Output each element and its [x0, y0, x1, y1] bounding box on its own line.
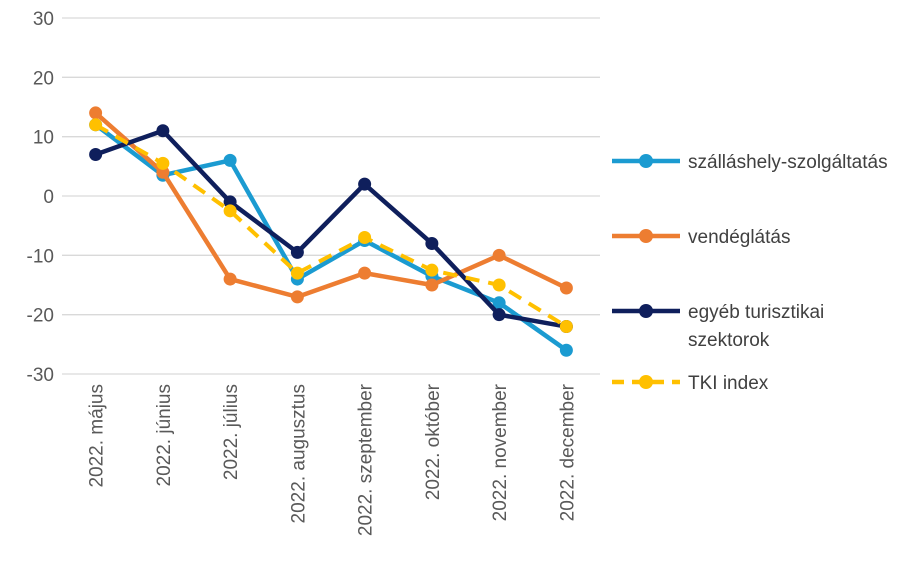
series-tki-index	[89, 118, 573, 334]
data-point	[290, 266, 304, 280]
data-point	[89, 147, 103, 161]
data-point	[492, 296, 506, 310]
legend-label: szektorok	[688, 330, 770, 351]
data-point	[89, 118, 103, 132]
y-tick-label: 0	[43, 187, 54, 208]
data-point	[358, 177, 372, 191]
data-point	[156, 156, 170, 170]
x-tick-label: 2022. június	[154, 384, 175, 486]
data-point	[156, 124, 170, 138]
x-tick-label: 2022. október	[423, 383, 444, 500]
series-line	[94, 128, 567, 329]
x-tick-label: 2022. november	[490, 383, 511, 521]
legend: szálláshely-szolgáltatás vendéglátás egyéb…	[612, 152, 888, 394]
data-point	[223, 204, 237, 218]
x-tick-label: 2022. augusztus	[288, 384, 309, 523]
legend-marker	[639, 154, 653, 168]
x-tick-label: 2022. május	[87, 384, 108, 488]
data-point	[156, 165, 170, 179]
data-point	[492, 308, 506, 322]
data-point	[425, 263, 439, 277]
data-point	[290, 290, 304, 304]
data-point	[492, 278, 506, 292]
legend-label: egyéb turisztikai	[688, 302, 824, 323]
y-tick-label: 20	[33, 68, 54, 89]
x-axis-ticks: 2022. május 2022. június 2022. július 2022.…	[87, 383, 579, 536]
legend-marker	[639, 304, 653, 318]
legend-marker	[639, 229, 653, 243]
series-line	[94, 111, 568, 300]
data-point	[425, 278, 439, 292]
legend-label: vendéglátás	[688, 227, 790, 248]
data-point	[223, 272, 237, 286]
y-tick-label: 10	[33, 128, 54, 149]
legend-item: egyéb turisztikai szektorok	[612, 302, 824, 351]
data-point	[223, 195, 237, 209]
y-tick-label: 30	[33, 9, 54, 30]
data-point	[559, 281, 573, 295]
x-tick-label: 2022. szeptember	[356, 383, 377, 536]
y-tick-label: -10	[27, 246, 54, 267]
series-vend-gl-t-s	[89, 106, 573, 304]
legend-item: szálláshely-szolgáltatás	[612, 152, 888, 173]
legend-item: vendéglátás	[612, 227, 790, 248]
data-point	[358, 231, 372, 245]
legend-label: szálláshely-szolgáltatás	[688, 152, 888, 173]
data-point	[223, 153, 237, 167]
legend-label: TKI index	[688, 373, 769, 394]
series-group	[89, 106, 573, 357]
data-point	[89, 106, 103, 120]
y-axis-ticks: 30 20 10 0 -10 -20 -30	[27, 9, 54, 386]
data-point	[425, 236, 439, 250]
data-point	[290, 245, 304, 259]
legend-item: TKI index	[612, 373, 769, 394]
x-tick-label: 2022. július	[221, 384, 242, 480]
data-point	[559, 320, 573, 334]
gridlines	[62, 17, 600, 375]
legend-marker	[639, 375, 653, 389]
series-line	[94, 123, 568, 329]
data-point	[358, 266, 372, 280]
data-point	[492, 248, 506, 262]
x-tick-label: 2022. december	[557, 383, 578, 521]
y-tick-label: -20	[27, 306, 54, 327]
y-tick-label: -30	[27, 365, 54, 386]
data-point	[559, 343, 573, 357]
